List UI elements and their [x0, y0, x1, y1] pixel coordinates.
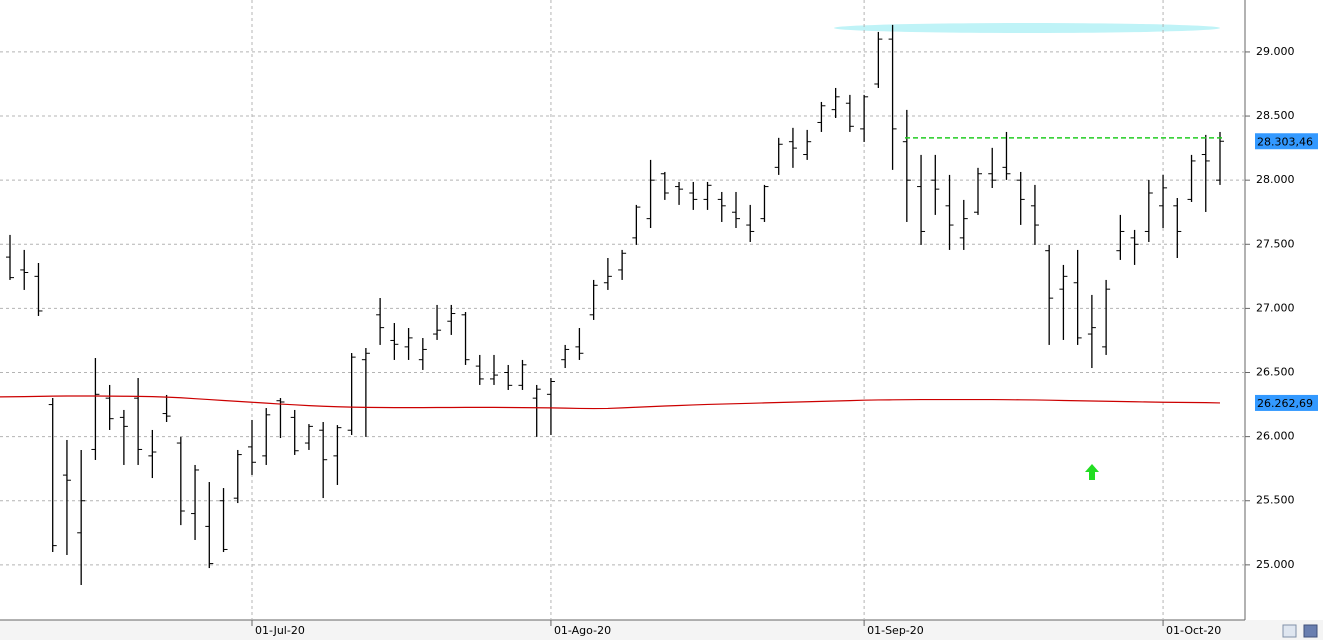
ohlc-bars — [6, 24, 1224, 585]
y-tick-label: 26.500 — [1256, 366, 1295, 379]
price-tag-label: 26.262,69 — [1257, 397, 1313, 410]
x-tick-label: 01-Oct-20 — [1166, 624, 1221, 637]
y-tick-label: 26.000 — [1256, 430, 1295, 443]
x-axis-band — [0, 620, 1323, 640]
x-tick-label: 01-Sep-20 — [867, 624, 924, 637]
y-tick-label: 29.000 — [1256, 45, 1295, 58]
toolbar-icon[interactable] — [1282, 624, 1297, 638]
price-tag — [1255, 394, 1318, 411]
save-icon[interactable] — [1303, 624, 1318, 638]
moving-average-line — [0, 395, 1221, 410]
highlight-ellipse — [834, 23, 1220, 33]
y-tick-label: 27.500 — [1256, 237, 1295, 250]
grid — [0, 0, 1245, 620]
y-tick-label: 25.500 — [1256, 494, 1295, 507]
y-tick-label: 28.000 — [1256, 173, 1295, 186]
y-tick-label: 28.500 — [1256, 109, 1295, 122]
price-tag-label: 28.303,46 — [1257, 135, 1313, 148]
price-tag — [1255, 133, 1318, 150]
x-tick-label: 01-Ago-20 — [554, 624, 611, 637]
signal-arrow — [1085, 464, 1099, 480]
y-tick-label: 27.000 — [1256, 301, 1295, 314]
y-tick-label: 25.000 — [1256, 558, 1295, 571]
x-tick-label: 01-Jul-20 — [255, 624, 305, 637]
